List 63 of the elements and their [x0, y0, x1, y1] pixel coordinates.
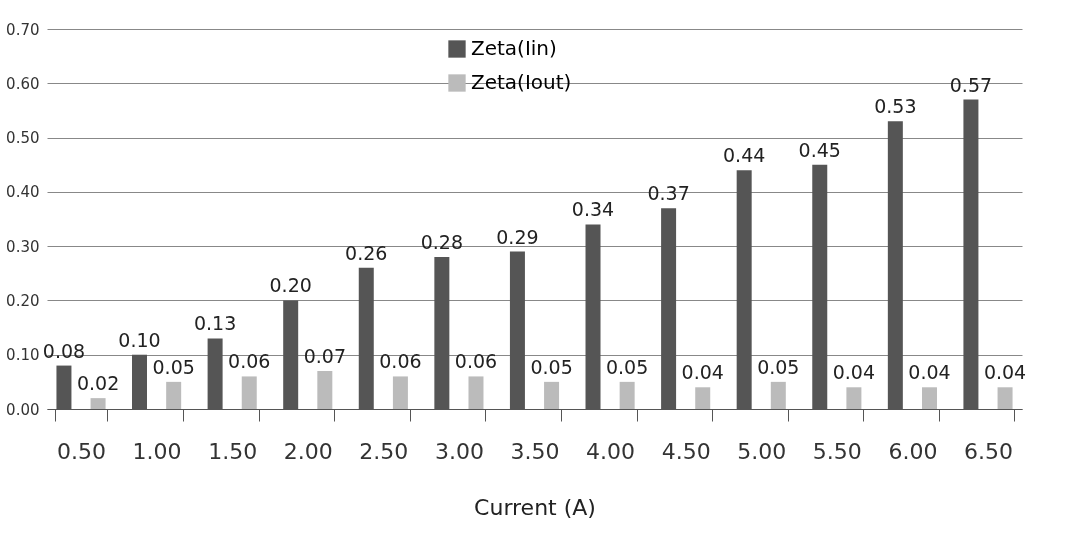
data-label: 0.06: [379, 350, 422, 373]
x-tick-label: 2.50: [359, 438, 409, 464]
data-label: 0.07: [303, 345, 346, 367]
legend-label: Zeta(Iout): [471, 70, 572, 94]
data-label: 0.34: [571, 198, 615, 221]
data-label: 0.04: [908, 361, 951, 384]
bar: [241, 376, 257, 409]
bar: [392, 376, 408, 409]
y-tick-label: 0.00: [6, 400, 40, 419]
bar: [90, 398, 106, 409]
x-tick-label: 4.00: [586, 438, 636, 464]
x-tick-label: 6.00: [888, 438, 938, 464]
data-label: 0.02: [76, 372, 120, 395]
data-label: 0.08: [42, 339, 86, 362]
data-label: 0.06: [454, 350, 498, 373]
x-tick-label: 1.50: [208, 438, 258, 464]
y-tick-label: 0.50: [6, 129, 40, 148]
data-label: 0.44: [723, 144, 766, 167]
data-label: 0.37: [647, 182, 690, 205]
data-label: 0.26: [345, 241, 388, 264]
data-label: 0.20: [269, 274, 312, 297]
data-label: 0.05: [530, 355, 573, 378]
y-tick-label: 0.60: [6, 74, 40, 93]
x-tick-label: 6.50: [964, 438, 1013, 464]
y-tick-label: 0.30: [6, 237, 40, 256]
data-label: 0.05: [152, 355, 195, 378]
legend-label: Zeta(Iin): [471, 36, 557, 60]
data-label: 0.06: [228, 350, 271, 373]
data-label: 0.05: [757, 355, 800, 378]
x-tick-label: 0.50: [57, 438, 106, 464]
data-label: 0.13: [193, 312, 237, 335]
x-tick-label: 5.00: [737, 438, 787, 464]
y-tick-label: 0.20: [6, 291, 40, 310]
x-tick-label: 2.00: [283, 438, 333, 464]
bar: [317, 371, 333, 409]
x-tick-label: 3.00: [434, 438, 484, 464]
bar: [166, 381, 182, 409]
x-tick-label: 1.00: [132, 438, 182, 464]
data-label: 0.29: [496, 225, 539, 248]
bar: [695, 387, 711, 409]
data-label: 0.04: [832, 361, 876, 384]
data-label: 0.04: [983, 361, 1027, 384]
y-tick-label: 0.40: [6, 183, 40, 202]
data-label: 0.04: [681, 361, 724, 384]
bar: [544, 381, 560, 409]
data-label: 0.28: [420, 231, 464, 253]
x-tick-label: 5.50: [812, 438, 862, 464]
data-label: 0.05: [605, 355, 649, 378]
data-label: 0.57: [949, 73, 993, 96]
bar: [468, 376, 484, 409]
data-label: 0.45: [798, 138, 841, 161]
x-tick-label: 4.50: [661, 438, 711, 464]
bar: [846, 387, 862, 409]
bar: [997, 387, 1013, 409]
bar: [619, 381, 635, 409]
data-label: 0.53: [874, 95, 917, 118]
bar: [921, 387, 937, 409]
x-axis-title: Current (A): [474, 494, 596, 520]
data-label: 0.10: [118, 328, 161, 351]
y-tick-label: 0.10: [6, 346, 40, 365]
x-tick-label: 3.50: [510, 438, 560, 464]
bar: [770, 381, 786, 409]
y-tick-label: 0.70: [6, 20, 40, 39]
